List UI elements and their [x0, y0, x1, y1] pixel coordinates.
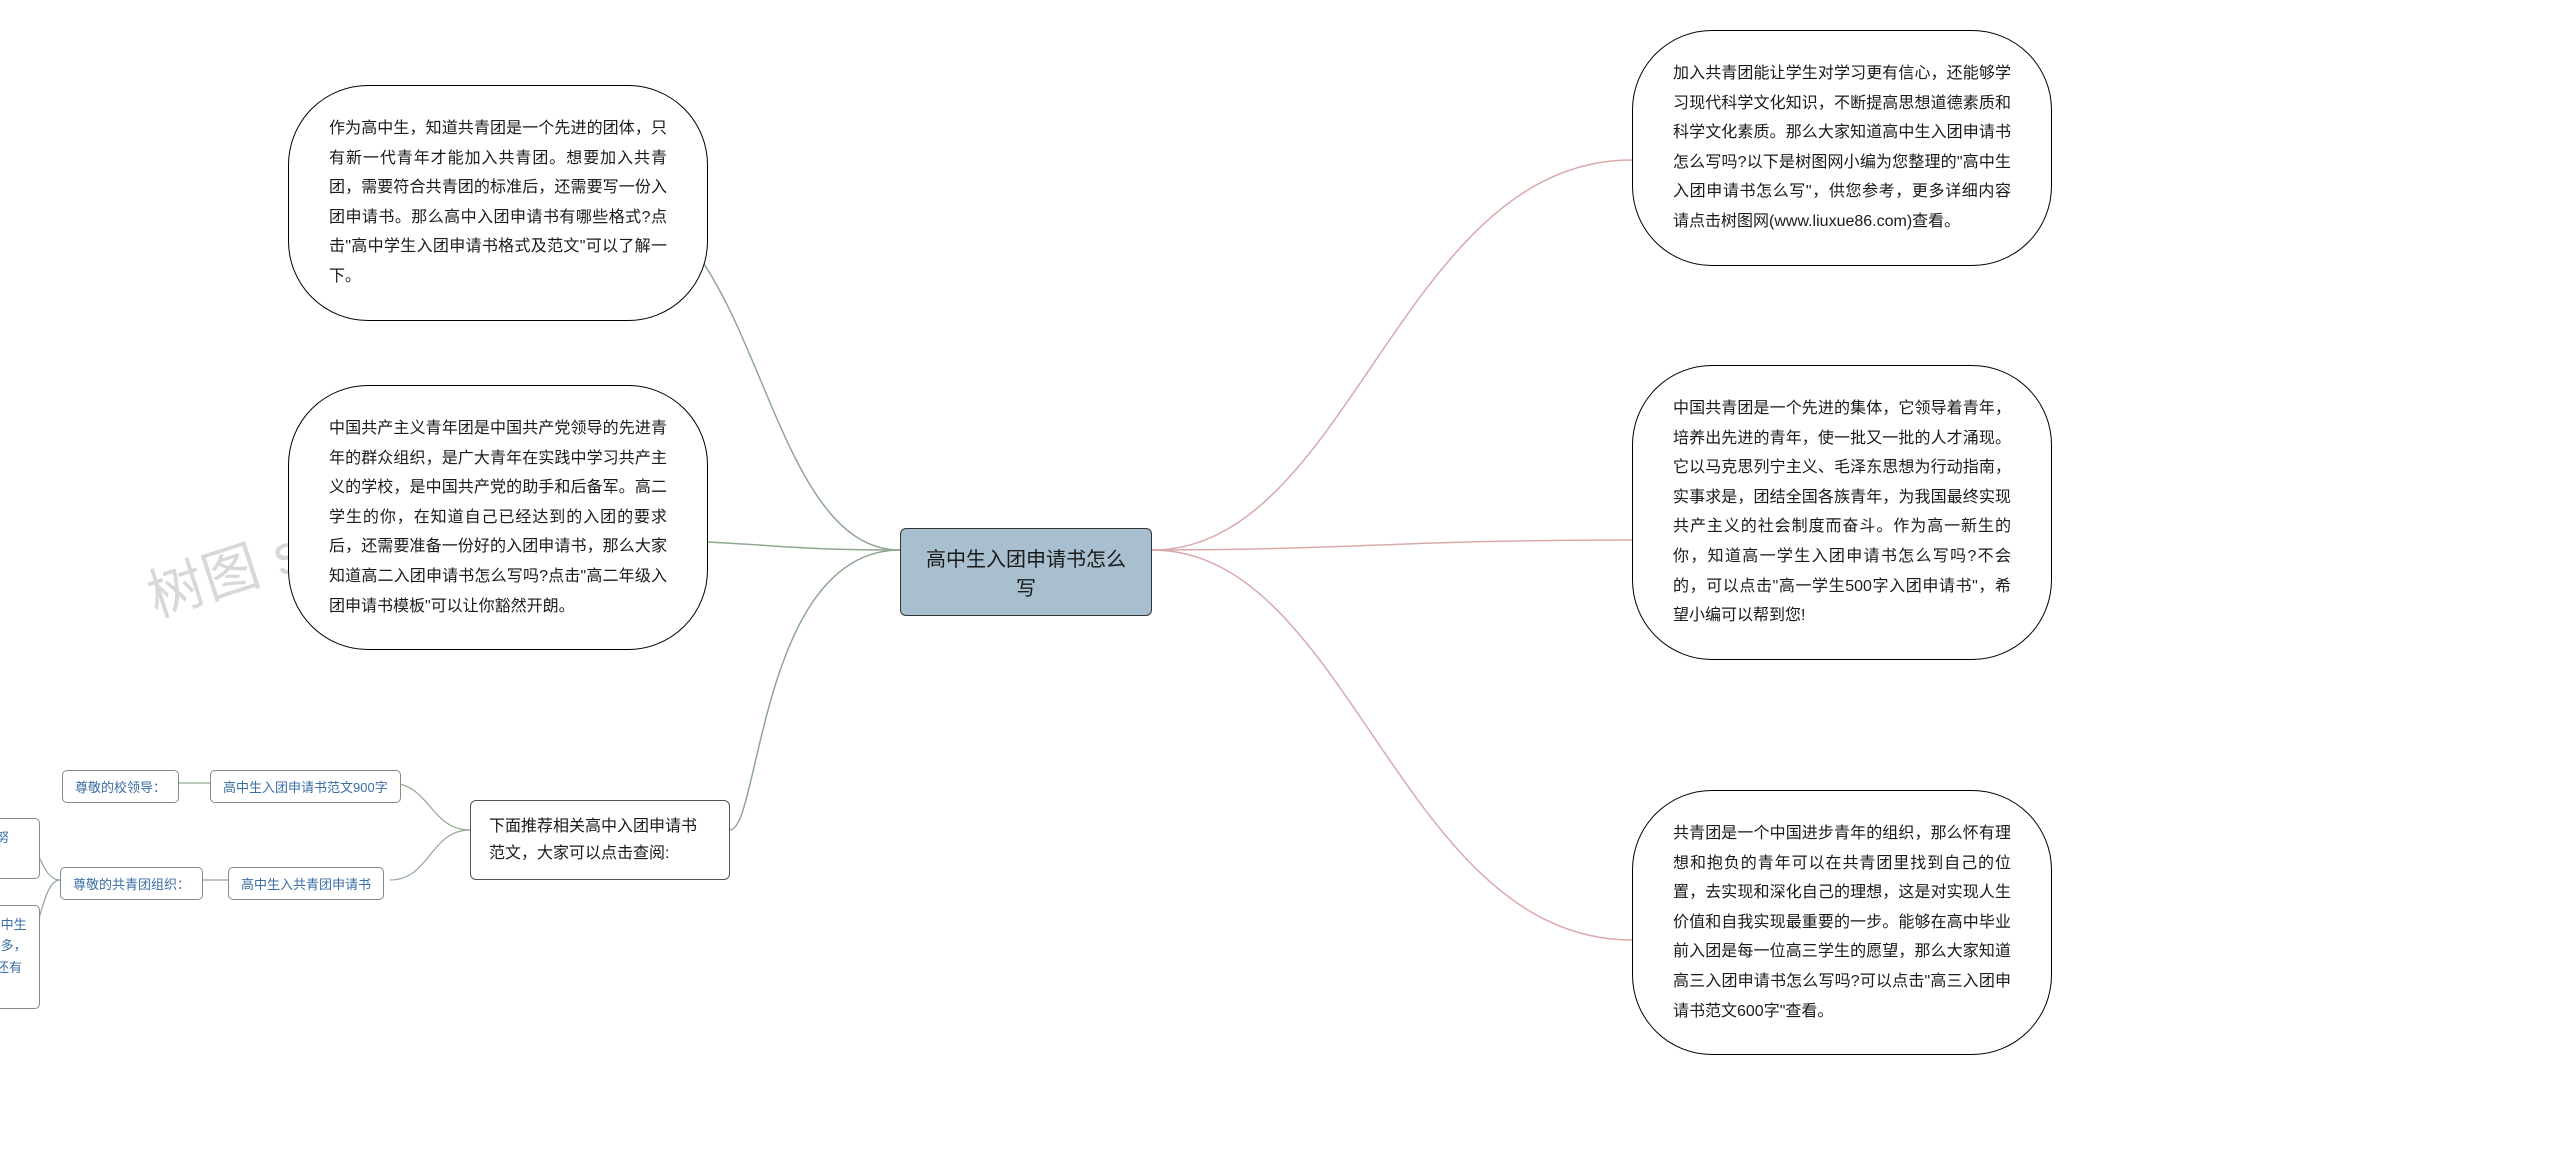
link-fanwen-900[interactable]: 高中生入团申请书范文900字 — [210, 770, 401, 803]
right-node-2: 中国共青团是一个先进的集体，它领导着青年，培养出先进的青年，使一批又一批的人才涌… — [1632, 365, 2052, 660]
salutation-gongqingtuan: 尊敬的共青团组织： — [60, 867, 203, 900]
left-bottom-node: 下面推荐相关高中入团申请书范文，大家可以点击查阅: — [470, 800, 730, 880]
right-node-3: 共青团是一个中国进步青年的组织，那么怀有理想和抱负的青年可以在共青团里找到自己的… — [1632, 790, 2052, 1055]
left-top-node-1: 作为高中生，知道共青团是一个先进的团体，只有新一代青年才能加入共青团。想要加入共… — [288, 85, 708, 321]
leaf-para-1: 五四青年节虽然过了，但我仍需继续努力，争取加入中国共产主义青年团。 — [0, 818, 40, 879]
leaf-para-2: 以上就是树图网小编为大家整理的"高中生入团申请书怎么写"，如果还想了解更多，请关… — [0, 905, 40, 1009]
center-node: 高中生入团申请书怎么写 — [900, 528, 1152, 616]
left-top-node-2: 中国共产主义青年团是中国共产党领导的先进青年的群众组织，是广大青年在实践中学习共… — [288, 385, 708, 650]
right-node-1: 加入共青团能让学生对学习更有信心，还能够学习现代科学文化知识，不断提高思想道德素… — [1632, 30, 2052, 266]
salutation-xiaolingdao: 尊敬的校领导： — [62, 770, 179, 803]
link-gongqingtuan[interactable]: 高中生入共青团申请书 — [228, 867, 384, 900]
